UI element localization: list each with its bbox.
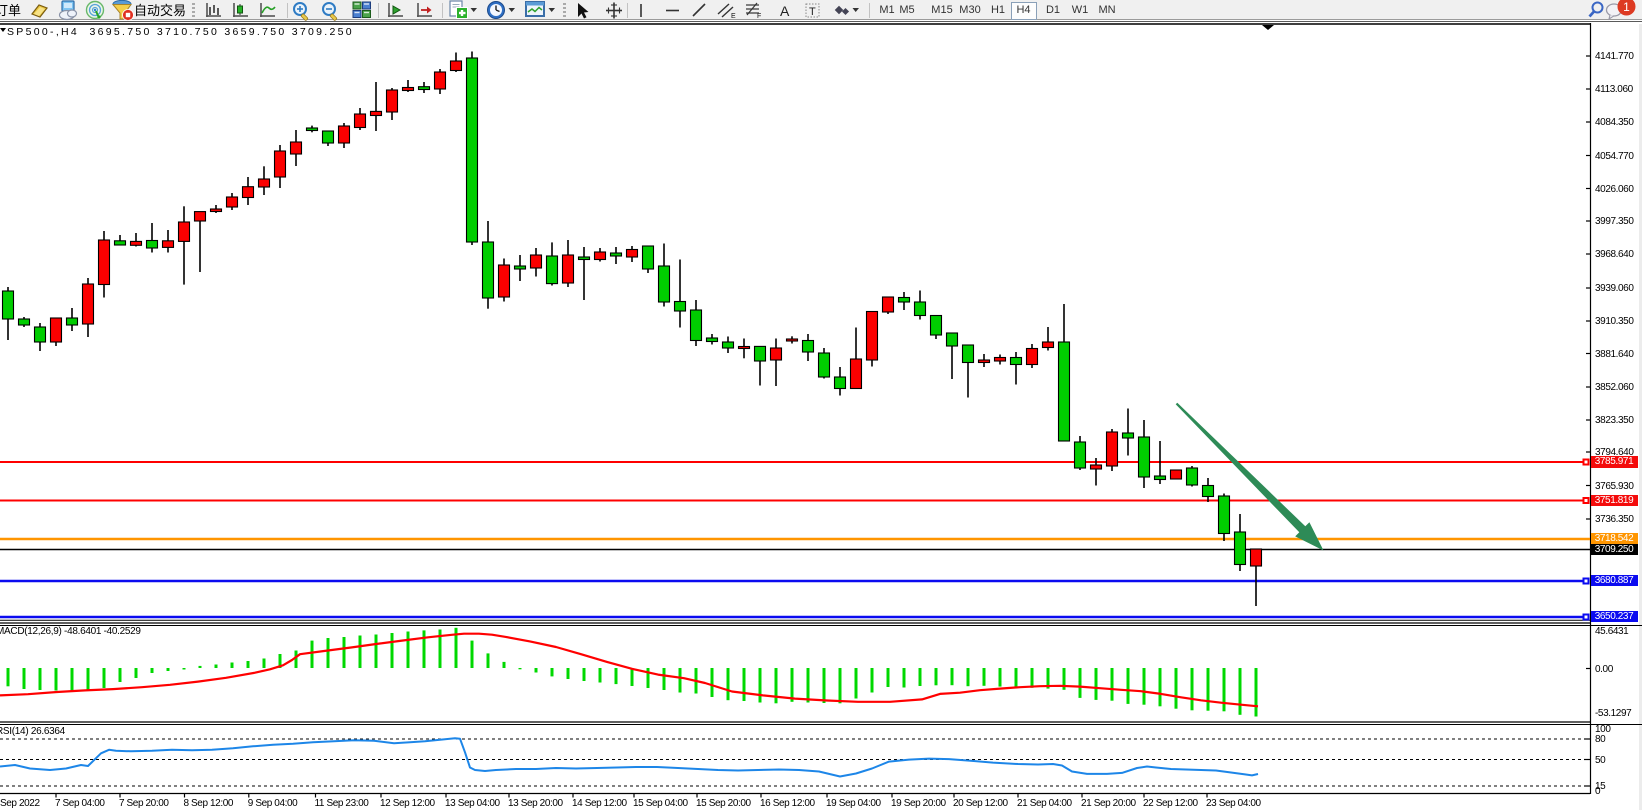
svg-text:F: F bbox=[757, 13, 761, 20]
svg-text:E: E bbox=[731, 13, 736, 20]
svg-text:A: A bbox=[780, 3, 790, 19]
svg-text:T: T bbox=[809, 6, 816, 18]
